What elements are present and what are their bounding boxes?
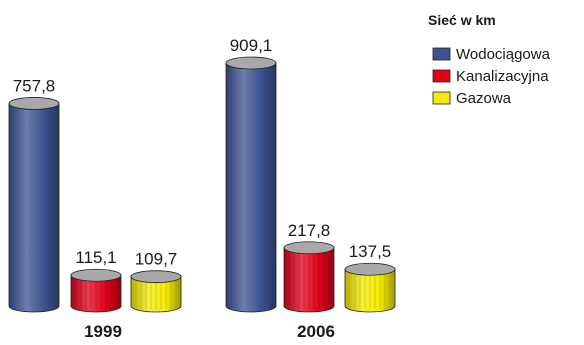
category-labels-layer: 1999 2006 — [84, 322, 335, 341]
bar-gazowa-1999 — [130, 270, 182, 313]
value-label-kanalizacyjna-2006: 217,8 — [288, 221, 331, 240]
category-label-1999: 1999 — [84, 322, 122, 341]
category-label-2006: 2006 — [297, 322, 335, 341]
legend-label-wodociągowa: Wodociągowa — [456, 46, 551, 63]
value-label-wodociągowa-1999: 757,8 — [13, 76, 56, 95]
value-label-gazowa-1999: 109,7 — [135, 250, 178, 269]
bar-kanalizacyjna-1999 — [70, 268, 122, 313]
bar-wodociągowa-2006 — [225, 56, 277, 313]
legend-swatch-kanalizacyjna — [432, 69, 451, 83]
bars-layer — [8, 56, 396, 313]
value-label-gazowa-2006: 137,5 — [349, 242, 392, 261]
legend-label-gazowa: Gazowa — [456, 90, 512, 107]
legend-swatch-wodociągowa — [432, 47, 451, 61]
value-label-wodociągowa-2006: 909,1 — [230, 36, 273, 55]
legend-label-kanalizacyjna: Kanalizacyjna — [456, 68, 549, 85]
bar-kanalizacyjna-2006 — [283, 241, 335, 313]
legend: Sieć w km Wodociągowa Kanalizacyjna Gazowa — [428, 12, 551, 107]
value-labels-layer: 757,8 115,1 109,7 909,1 217,8 137,5 — [13, 36, 392, 269]
legend-title: Sieć w km — [428, 12, 496, 28]
bar-wodociągowa-1999 — [8, 97, 60, 313]
legend-swatch-gazowa — [432, 91, 451, 105]
value-label-kanalizacyjna-1999: 115,1 — [75, 248, 116, 267]
bar-gazowa-2006 — [344, 262, 396, 313]
